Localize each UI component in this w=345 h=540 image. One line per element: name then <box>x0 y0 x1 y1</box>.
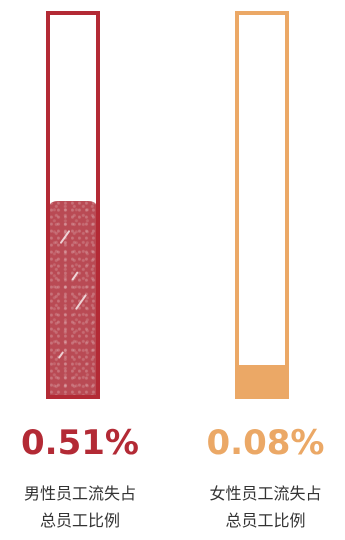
bar-fill-male <box>50 201 96 395</box>
bar-male <box>46 11 100 399</box>
texture-stroke <box>71 271 79 281</box>
category-label-female: 女性员工流失占 总员工比例 <box>209 484 322 530</box>
texture-stroke <box>75 294 87 311</box>
value-label-female: 0.08% <box>206 423 325 463</box>
bar-female <box>235 11 289 399</box>
category-label-male: 男性员工流失占 总员工比例 <box>23 484 136 530</box>
value-label-male: 0.51% <box>21 423 139 463</box>
texture-stroke <box>57 351 65 360</box>
bar-fill-female <box>239 364 285 395</box>
texture-stroke <box>59 230 71 245</box>
